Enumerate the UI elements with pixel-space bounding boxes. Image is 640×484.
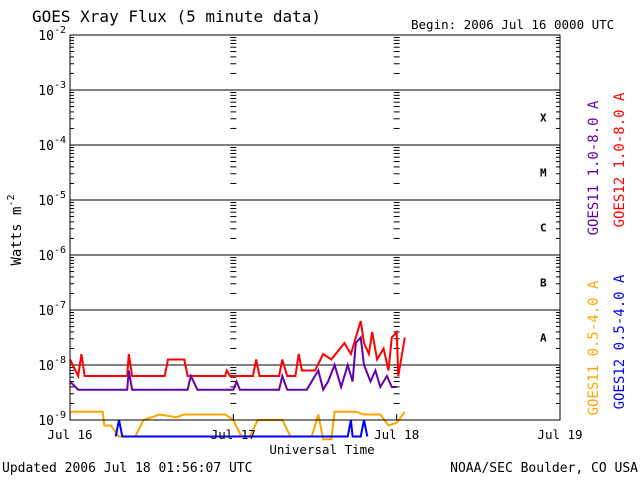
begin-label: Begin: 2006 Jul 16 0000 UTC xyxy=(411,17,614,32)
flare-class-label: M xyxy=(540,167,547,180)
legend-entry: GOES12 1.0-8.0 A xyxy=(612,92,628,227)
plot-frame xyxy=(69,34,561,421)
flare-class-label: C xyxy=(540,222,547,235)
flare-class-label: X xyxy=(540,112,547,125)
y-tick-label: 10-2 xyxy=(38,25,66,44)
y-tick-label: 10-8 xyxy=(38,355,66,374)
series-line xyxy=(69,320,406,380)
y-tick-label: 10-5 xyxy=(38,190,66,209)
y-axis-label: Watts m-2 xyxy=(6,194,25,265)
series-line xyxy=(69,335,397,393)
legend-entry: GOES11 1.0-8.0 A xyxy=(586,100,602,235)
x-axis-label: Universal Time xyxy=(269,442,374,457)
x-tick-label: Jul 18 xyxy=(374,427,419,442)
y-axis-label-base: Watts m xyxy=(9,207,25,266)
legend-label: GOES12 0.5-4.0 A xyxy=(612,274,628,409)
y-tick-label: 10-3 xyxy=(38,80,66,99)
legend-label: GOES11 1.0-8.0 A xyxy=(586,100,602,235)
y-axis-label-exponent: -2 xyxy=(6,194,17,206)
y-tick-label: 10-7 xyxy=(38,300,66,319)
credit-label: NOAA/SEC Boulder, CO USA xyxy=(450,461,638,476)
svg-text:Watts m-2: Watts m-2 xyxy=(6,194,25,265)
flare-class-label: B xyxy=(540,277,547,290)
legend-entry: GOES11 0.5-4.0 A xyxy=(586,280,602,415)
chart-title: GOES Xray Flux (5 minute data) xyxy=(32,7,321,26)
x-tick-label: Jul 19 xyxy=(537,427,582,442)
legend-entry: GOES12 0.5-4.0 A xyxy=(612,274,628,409)
legend-label: GOES12 1.0-8.0 A xyxy=(612,92,628,227)
y-tick-label: 10-6 xyxy=(38,245,66,264)
legend-label: GOES11 0.5-4.0 A xyxy=(586,280,602,415)
x-tick-label: Jul 17 xyxy=(211,427,256,442)
y-tick-label: 10-4 xyxy=(38,135,66,154)
y-tick-label: 10-9 xyxy=(38,410,66,429)
x-tick-label: Jul 16 xyxy=(47,427,92,442)
updated-timestamp: Updated 2006 Jul 18 01:56:07 UTC xyxy=(2,461,252,476)
flare-class-label: A xyxy=(540,332,547,345)
